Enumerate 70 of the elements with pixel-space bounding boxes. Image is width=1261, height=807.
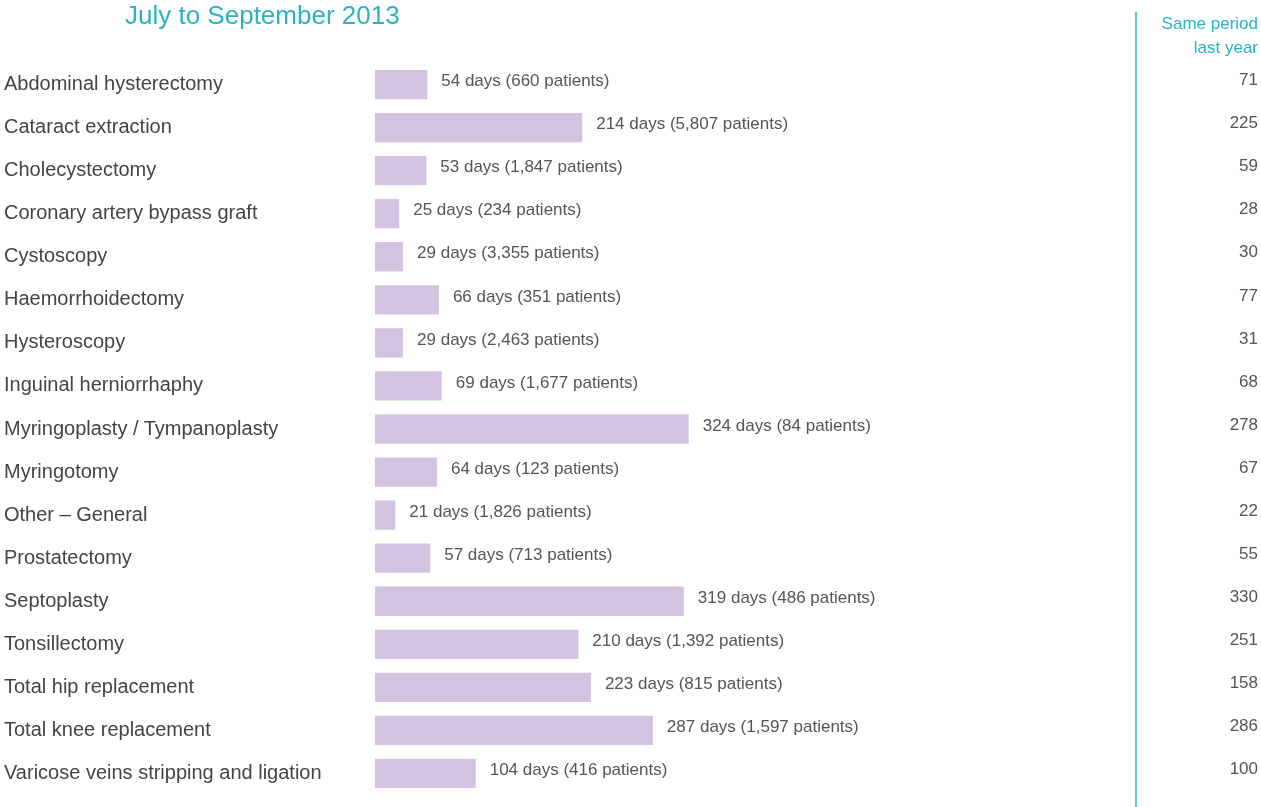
y-tick-label: Inguinal herniorrhaphy	[4, 373, 204, 396]
text: 28	[1239, 199, 1258, 219]
y-tick-label: Cataract extraction	[4, 115, 172, 138]
y-tick-label: Hysteroscopy	[4, 330, 126, 353]
bar	[375, 112, 583, 143]
data-label: 324 days (84 patients)	[702, 415, 871, 435]
bar	[375, 156, 427, 186]
y-tick-label: Myringotomy	[4, 459, 119, 482]
text: 31	[1239, 328, 1258, 348]
y-tick-label: Coronary artery bypass graft	[4, 201, 258, 224]
text: 278	[1229, 414, 1258, 434]
text: 77	[1239, 285, 1258, 305]
bar	[375, 457, 437, 487]
text: 100	[1229, 759, 1258, 779]
text: 68	[1239, 371, 1258, 391]
text: 251	[1229, 629, 1258, 649]
bar	[375, 715, 653, 746]
text: 67	[1239, 457, 1258, 477]
y-tick-label: Total hip replacement	[4, 674, 195, 697]
bar	[375, 371, 442, 401]
text: 158	[1229, 673, 1258, 693]
data-label: 214 days (5,807 patients)	[596, 114, 789, 134]
data-label: 53 days (1,847 patients)	[440, 157, 623, 177]
text: 30	[1239, 242, 1258, 262]
data-label: 223 days (815 patients)	[604, 674, 783, 694]
data-label: 57 days (713 patients)	[444, 544, 613, 564]
bar	[375, 285, 439, 315]
y-tick-label: Tonsillectomy	[4, 631, 125, 654]
bar	[375, 758, 476, 789]
y-tick-label: Septoplasty	[4, 588, 109, 611]
bar	[375, 328, 404, 358]
data-label: 210 days (1,392 patients)	[592, 630, 785, 650]
bar	[375, 414, 689, 444]
data-label: 25 days (234 patients)	[413, 200, 582, 220]
bar	[375, 543, 431, 573]
text: 59	[1239, 156, 1258, 176]
text: 55	[1239, 543, 1258, 563]
data-label: 287 days (1,597 patients)	[666, 717, 859, 737]
bar	[375, 672, 591, 702]
bar	[375, 199, 400, 229]
data-label: 54 days (660 patients)	[441, 71, 610, 91]
data-label: 104 days (416 patients)	[489, 760, 668, 780]
y-tick-label: Cystoscopy	[4, 244, 108, 267]
y-tick-label: Other – General	[4, 502, 148, 525]
text: 71	[1239, 70, 1258, 90]
y-tick-label: Total knee replacement	[4, 717, 212, 740]
data-label: 64 days (123 patients)	[450, 458, 620, 478]
y-tick-label: Haemorrhoidectomy	[4, 287, 185, 310]
data-label: 29 days (2,463 patients)	[417, 329, 600, 349]
y-tick-label: Varicose veins stripping and ligation	[4, 760, 322, 783]
chart-title: July to September 2013	[125, 0, 400, 31]
text: Same period last year	[1161, 13, 1259, 57]
y-tick-label: Cholecystectomy	[4, 158, 157, 181]
data-label: 69 days (1,677 patients)	[455, 372, 639, 392]
data-label: 66 days (351 patients)	[452, 286, 622, 306]
y-tick-label: Prostatectomy	[4, 545, 132, 568]
bar	[375, 242, 404, 272]
bar	[375, 69, 428, 100]
text: 286	[1229, 716, 1258, 736]
data-label: 21 days (1,826 patients)	[409, 501, 592, 521]
bar	[375, 586, 684, 616]
text: 22	[1239, 500, 1258, 520]
text: 225	[1229, 113, 1258, 133]
data-label: 29 days (3,355 patients)	[417, 243, 600, 263]
text: 330	[1229, 586, 1258, 606]
data-label: 319 days (486 patients)	[697, 587, 876, 607]
bar	[375, 629, 579, 659]
y-tick-label: Myringoplasty / Tympanoplasty	[4, 416, 279, 439]
bar	[375, 500, 396, 530]
y-tick-label: Abdominal hysterectomy	[4, 72, 223, 95]
